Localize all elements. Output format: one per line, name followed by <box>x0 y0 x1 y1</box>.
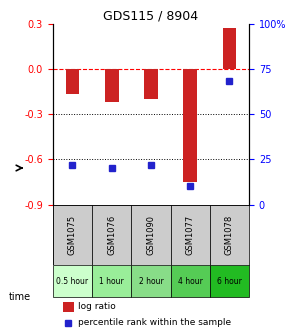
FancyBboxPatch shape <box>53 265 92 297</box>
Text: GSM1077: GSM1077 <box>186 215 195 255</box>
Text: time: time <box>9 292 31 302</box>
FancyBboxPatch shape <box>53 205 92 265</box>
FancyBboxPatch shape <box>210 205 249 265</box>
Bar <box>183 69 197 182</box>
Text: 2 hour: 2 hour <box>139 277 163 286</box>
FancyBboxPatch shape <box>210 265 249 297</box>
Bar <box>144 69 158 99</box>
Text: log ratio: log ratio <box>78 302 116 311</box>
FancyBboxPatch shape <box>92 205 131 265</box>
Bar <box>105 69 118 102</box>
Text: GSM1078: GSM1078 <box>225 215 234 255</box>
Bar <box>66 69 79 94</box>
Bar <box>63 302 74 311</box>
Title: GDS115 / 8904: GDS115 / 8904 <box>103 9 198 23</box>
FancyBboxPatch shape <box>171 265 210 297</box>
Text: GSM1090: GSM1090 <box>146 215 155 255</box>
Text: percentile rank within the sample: percentile rank within the sample <box>78 318 231 327</box>
FancyBboxPatch shape <box>92 265 131 297</box>
FancyBboxPatch shape <box>131 265 171 297</box>
FancyBboxPatch shape <box>171 205 210 265</box>
Text: 1 hour: 1 hour <box>99 277 124 286</box>
Bar <box>223 28 236 69</box>
Text: GSM1076: GSM1076 <box>107 215 116 255</box>
Text: 6 hour: 6 hour <box>217 277 242 286</box>
Text: GSM1075: GSM1075 <box>68 215 77 255</box>
Text: 0.5 hour: 0.5 hour <box>56 277 88 286</box>
FancyBboxPatch shape <box>131 205 171 265</box>
Text: 4 hour: 4 hour <box>178 277 202 286</box>
